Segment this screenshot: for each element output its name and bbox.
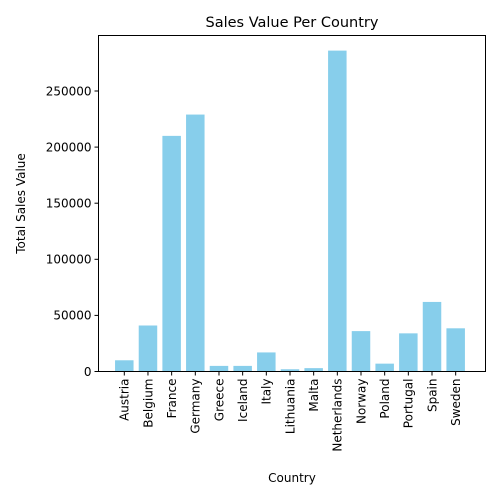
- x-tick-label: Portugal: [402, 379, 416, 429]
- bar-norway: [352, 331, 371, 371]
- y-tick-label: 50000: [53, 309, 91, 323]
- x-tick-label: Spain: [425, 379, 439, 413]
- x-tick-label: Germany: [189, 379, 203, 434]
- x-tick-label: Malta: [307, 379, 321, 412]
- bar-iceland: [233, 366, 252, 372]
- bar-france: [162, 136, 181, 372]
- y-tick-label: 250000: [46, 84, 92, 98]
- x-tick-label: Poland: [378, 379, 392, 419]
- x-tick-label: Sweden: [449, 379, 463, 426]
- bar-greece: [210, 366, 229, 372]
- x-axis-label: Country: [268, 471, 316, 485]
- x-tick-label: Greece: [212, 379, 226, 422]
- x-tick-label: Netherlands: [331, 379, 345, 452]
- x-tick-label: Austria: [118, 379, 132, 421]
- chart-title: Sales Value Per Country: [206, 15, 379, 31]
- y-axis-label: Total Sales Value: [14, 153, 28, 255]
- bar-malta: [304, 368, 323, 371]
- bars-group: [115, 51, 465, 372]
- bar-poland: [375, 364, 394, 372]
- bar-austria: [115, 360, 134, 371]
- x-axis: Austria Belgium France Germany Greece Iceland…: [118, 372, 463, 452]
- bar-sweden: [446, 328, 465, 371]
- x-tick-label: Iceland: [236, 379, 250, 422]
- y-tick-label: 150000: [46, 197, 92, 211]
- x-tick-label: Lithuania: [283, 379, 297, 435]
- x-tick-label: Belgium: [141, 379, 155, 428]
- bar-belgium: [139, 325, 158, 371]
- y-axis: 0 50000 100000 150000 200000 250000: [46, 84, 99, 379]
- bar-italy: [257, 352, 276, 371]
- bar-spain: [423, 302, 442, 372]
- y-tick-label: 100000: [46, 253, 92, 267]
- y-tick-label: 200000: [46, 140, 92, 154]
- bar-portugal: [399, 333, 418, 371]
- x-tick-label: Italy: [260, 379, 274, 405]
- x-tick-label: France: [165, 379, 179, 419]
- y-tick-label: 0: [84, 365, 92, 379]
- bar-netherlands: [328, 51, 347, 372]
- x-tick-label: Norway: [354, 379, 368, 425]
- bar-germany: [186, 115, 205, 372]
